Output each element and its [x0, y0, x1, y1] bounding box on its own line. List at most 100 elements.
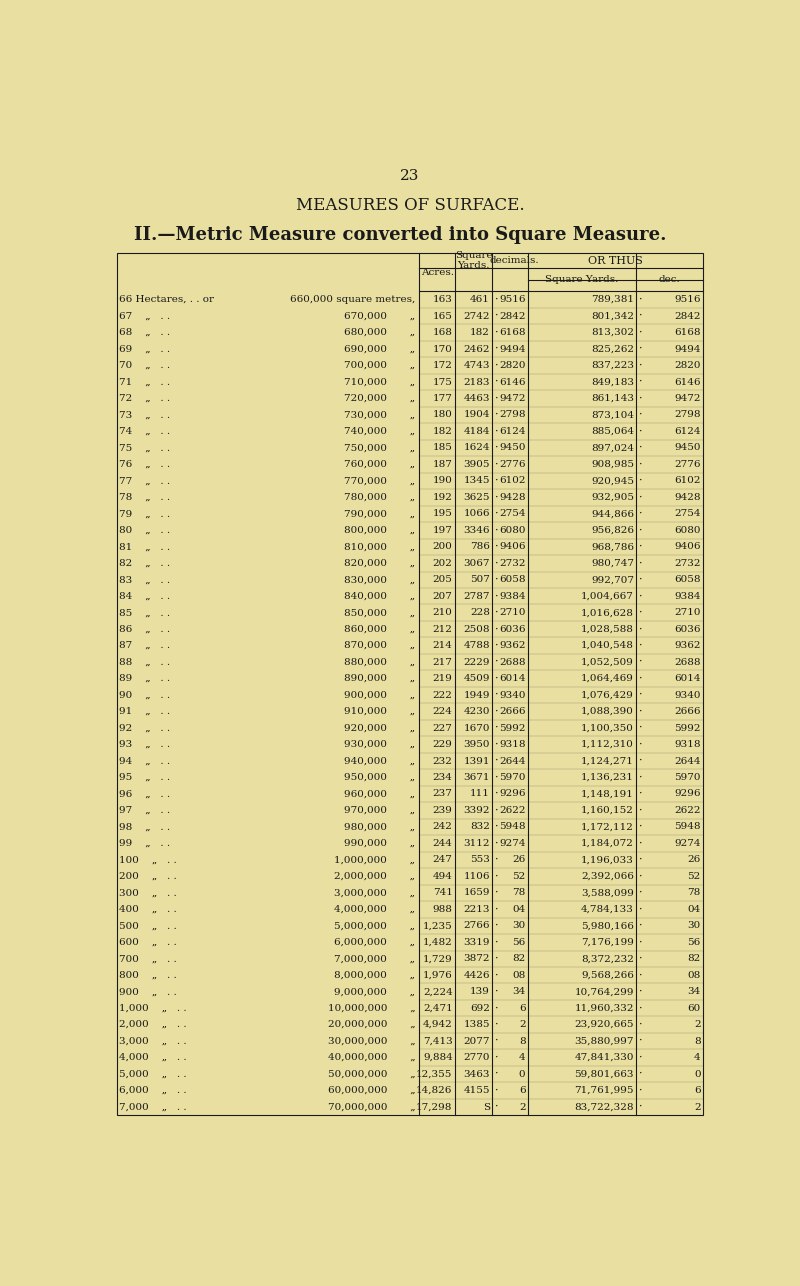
Text: 1,148,191: 1,148,191 [581, 790, 634, 799]
Text: 861,143: 861,143 [591, 394, 634, 403]
Text: ·: · [495, 691, 498, 700]
Text: ·: · [495, 459, 498, 469]
Text: ·: · [639, 640, 642, 651]
Text: 72    „   . .: 72 „ . . [119, 394, 170, 403]
Text: 228: 228 [470, 608, 490, 617]
Text: ·: · [495, 855, 498, 865]
Text: 920,945: 920,945 [591, 476, 634, 485]
Text: 3319: 3319 [463, 937, 490, 946]
Text: 205: 205 [433, 575, 453, 584]
Text: 2798: 2798 [674, 410, 701, 419]
Text: 20,000,000       „: 20,000,000 „ [328, 1020, 415, 1029]
Text: 5,000,000       „: 5,000,000 „ [334, 921, 415, 930]
Text: ·: · [639, 706, 642, 716]
Text: 1,100,350: 1,100,350 [581, 724, 634, 733]
Text: 56: 56 [687, 937, 701, 946]
Text: 94    „   . .: 94 „ . . [119, 756, 170, 765]
Text: 14,826: 14,826 [416, 1087, 453, 1096]
Text: 1949: 1949 [463, 691, 490, 700]
Text: ·: · [495, 1053, 498, 1062]
Text: 9362: 9362 [499, 642, 526, 651]
Text: 81    „   . .: 81 „ . . [119, 543, 170, 552]
Text: 185: 185 [433, 444, 453, 453]
Text: 1,196,033: 1,196,033 [581, 855, 634, 864]
Text: 897,024: 897,024 [591, 444, 634, 453]
Text: 910,000       „: 910,000 „ [344, 707, 415, 716]
Text: 494: 494 [433, 872, 453, 881]
Text: 4,784,133: 4,784,133 [581, 905, 634, 914]
Text: 980,747: 980,747 [591, 558, 634, 567]
Text: ·: · [495, 723, 498, 733]
Text: 78    „   . .: 78 „ . . [119, 493, 170, 502]
Text: 50,000,000       „: 50,000,000 „ [328, 1070, 415, 1079]
Text: 1,124,271: 1,124,271 [581, 756, 634, 765]
Text: 6124: 6124 [674, 427, 701, 436]
Text: 970,000       „: 970,000 „ [344, 806, 415, 815]
Text: II.—Metric Measure converted into Square Measure.: II.—Metric Measure converted into Square… [134, 226, 666, 244]
Text: 992,707: 992,707 [591, 575, 634, 584]
Text: 85    „   . .: 85 „ . . [119, 608, 170, 617]
Text: 9,000,000       „: 9,000,000 „ [334, 988, 415, 997]
Text: 77    „   . .: 77 „ . . [119, 476, 170, 485]
Text: 9516: 9516 [674, 294, 701, 303]
Text: 2820: 2820 [499, 361, 526, 370]
Text: ·: · [495, 525, 498, 535]
Text: 8,000,000       „: 8,000,000 „ [334, 971, 415, 980]
Text: 1,976: 1,976 [423, 971, 453, 980]
Text: 66 Hectares, . . or: 66 Hectares, . . or [119, 294, 214, 303]
Text: 47,841,330: 47,841,330 [574, 1053, 634, 1062]
Text: 95    „   . .: 95 „ . . [119, 773, 170, 782]
Text: 242: 242 [433, 823, 453, 832]
Text: 5948: 5948 [674, 823, 701, 832]
Text: 890,000       „: 890,000 „ [344, 674, 415, 683]
Text: 810,000       „: 810,000 „ [344, 543, 415, 552]
Text: 990,000       „: 990,000 „ [344, 838, 415, 847]
Text: 222: 222 [433, 691, 453, 700]
Text: 9494: 9494 [499, 345, 526, 354]
Text: 3067: 3067 [463, 558, 490, 567]
Text: 6: 6 [694, 1087, 701, 1096]
Text: 70    „   . .: 70 „ . . [119, 361, 170, 370]
Text: 232: 232 [433, 756, 453, 765]
Text: ·: · [639, 1102, 642, 1112]
Text: 1,482: 1,482 [423, 937, 453, 946]
Text: 930,000       „: 930,000 „ [344, 739, 415, 748]
Text: 400    „   . .: 400 „ . . [119, 905, 177, 914]
Text: 9428: 9428 [674, 493, 701, 502]
Text: 825,262: 825,262 [591, 345, 634, 354]
Text: 741: 741 [433, 889, 453, 898]
Text: 9450: 9450 [499, 444, 526, 453]
Text: 1345: 1345 [463, 476, 490, 485]
Text: 11,960,332: 11,960,332 [574, 1003, 634, 1012]
Text: 212: 212 [433, 625, 453, 634]
Text: 98    „   . .: 98 „ . . [119, 823, 170, 832]
Text: ·: · [639, 525, 642, 535]
Text: 10,000,000       „: 10,000,000 „ [328, 1003, 415, 1012]
Text: 92    „   . .: 92 „ . . [119, 724, 170, 733]
Text: 30,000,000       „: 30,000,000 „ [328, 1037, 415, 1046]
Text: 9318: 9318 [674, 739, 701, 748]
Text: 740,000       „: 740,000 „ [344, 427, 415, 436]
Text: 2,000,000       „: 2,000,000 „ [334, 872, 415, 881]
Text: 6168: 6168 [674, 328, 701, 337]
Text: 219: 219 [433, 674, 453, 683]
Text: ·: · [495, 872, 498, 881]
Text: 6146: 6146 [499, 378, 526, 387]
Text: 507: 507 [470, 575, 490, 584]
Text: 86    „   . .: 86 „ . . [119, 625, 170, 634]
Text: ·: · [639, 493, 642, 503]
Text: 2710: 2710 [499, 608, 526, 617]
Text: ·: · [639, 805, 642, 815]
Text: 850,000       „: 850,000 „ [344, 608, 415, 617]
Text: 1670: 1670 [463, 724, 490, 733]
Text: 1066: 1066 [463, 509, 490, 518]
Text: 2688: 2688 [674, 657, 701, 666]
Text: ·: · [639, 838, 642, 849]
Text: 89    „   . .: 89 „ . . [119, 674, 170, 683]
Text: 12,355: 12,355 [416, 1070, 453, 1079]
Text: 75    „   . .: 75 „ . . [119, 444, 170, 453]
Text: ·: · [639, 872, 642, 881]
Text: 9472: 9472 [499, 394, 526, 403]
Text: 4426: 4426 [463, 971, 490, 980]
Text: 4788: 4788 [463, 642, 490, 651]
